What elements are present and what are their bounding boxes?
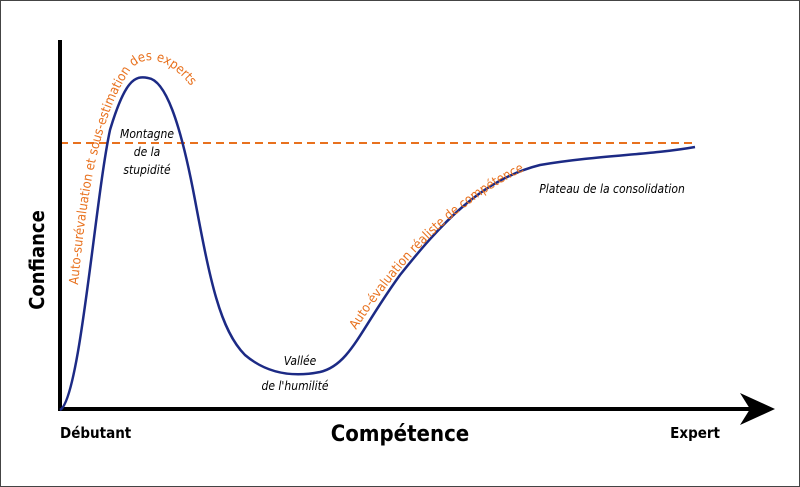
y-axis-label: Confiance	[25, 210, 49, 310]
x-arrow	[740, 393, 775, 425]
x-axis-label: Compétence	[331, 422, 470, 447]
region-label: de la	[134, 145, 161, 159]
x-end-label: Expert	[670, 424, 720, 442]
confidence-curve	[59, 76, 696, 412]
region-label: Montagne	[120, 127, 174, 141]
x-start-label: Débutant	[60, 424, 132, 442]
region-label: de l'humilité	[262, 379, 329, 393]
region-label: Plateau de la consolidation	[539, 182, 685, 196]
region-label: stupidité	[123, 163, 171, 177]
region-label: Vallée	[284, 354, 317, 368]
